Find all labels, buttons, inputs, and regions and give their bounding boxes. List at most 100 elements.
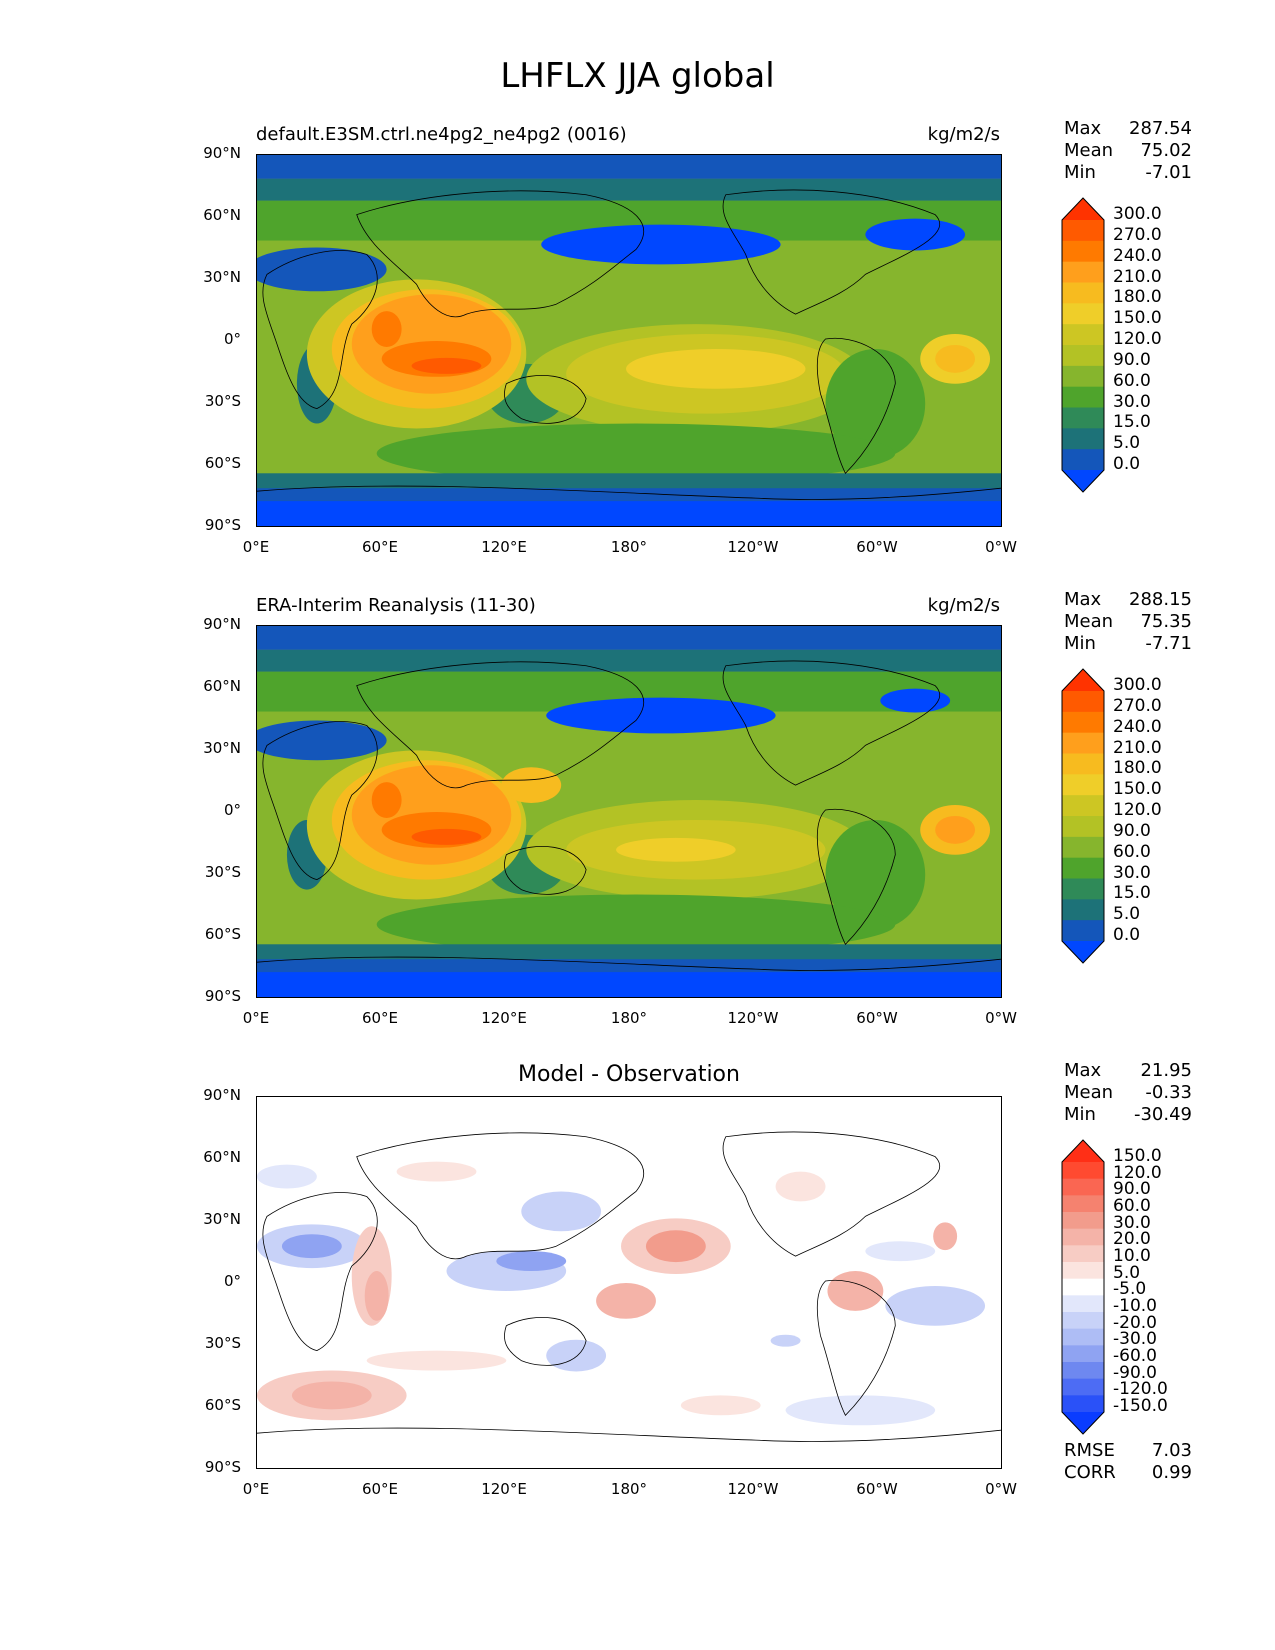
y-tick-label: 90°N bbox=[203, 615, 241, 633]
colorbar-segment bbox=[1062, 1162, 1104, 1180]
stat-mean: 75.35 bbox=[1140, 611, 1192, 632]
x-tick-label: 120°E bbox=[481, 538, 527, 556]
colorbar-segment bbox=[1062, 282, 1104, 304]
x-tick-label: 120°W bbox=[727, 538, 779, 556]
x-tick-label: 180° bbox=[610, 1480, 648, 1498]
colorbar-tick-label: 90.0 bbox=[1113, 349, 1151, 370]
colorbar-segment bbox=[1062, 220, 1104, 242]
colorbar-tick-label: 5.0 bbox=[1113, 904, 1141, 925]
colorbar-tick-label: 120.0 bbox=[1113, 800, 1162, 820]
colorbar-segment bbox=[1062, 920, 1104, 942]
x-tick-label: 60°E bbox=[361, 1009, 399, 1027]
colorbar-segment bbox=[1062, 1228, 1104, 1246]
colorbar-tick-label: -150.0 bbox=[1113, 1396, 1168, 1416]
colorbar-segment bbox=[1062, 303, 1104, 325]
panel-title: default.E3SM.ctrl.ne4pg2_ne4pg2 (0016) bbox=[256, 124, 627, 145]
colorbar bbox=[1060, 667, 1106, 965]
colorbar-bottom-extension bbox=[1062, 470, 1104, 492]
y-tick-label: 90°S bbox=[204, 516, 241, 534]
colorbar-tick-label: 180.0 bbox=[1113, 287, 1162, 308]
stat-label: Mean bbox=[1064, 1082, 1114, 1103]
y-tick-label: 30°S bbox=[204, 863, 241, 881]
y-tick-label: 60°S bbox=[204, 454, 241, 472]
colorbar-svg bbox=[1061, 668, 1105, 964]
x-tick-label: 60°W bbox=[856, 1480, 898, 1498]
colorbar-tick-label: 300.0 bbox=[1113, 204, 1162, 224]
colorbar-tick-label: 15.0 bbox=[1113, 412, 1151, 433]
panel-model: default.E3SM.ctrl.ne4pg2_ne4pg2 (0016) k… bbox=[0, 118, 1275, 588]
colorbar-tick-label: 150.0 bbox=[1113, 779, 1162, 800]
colorbar-tick-label: 180.0 bbox=[1113, 758, 1162, 779]
x-tick-label: 60°W bbox=[856, 1009, 898, 1027]
y-tick-label: 90°N bbox=[203, 1086, 241, 1104]
corr-label: CORR bbox=[1064, 1462, 1116, 1483]
colorbar-tick-label: 240.0 bbox=[1113, 245, 1162, 266]
x-tick-label: 60°E bbox=[361, 1480, 399, 1498]
colorbar-segment bbox=[1062, 878, 1104, 900]
y-tick-label: 60°S bbox=[204, 1396, 241, 1414]
colorbar-tick-label: 30.0 bbox=[1113, 391, 1151, 412]
colorbar-segment bbox=[1062, 1395, 1104, 1413]
colorbar-outline bbox=[1061, 1139, 1105, 1435]
colorbar-segment bbox=[1062, 1295, 1104, 1313]
y-tick-label: 60°N bbox=[203, 677, 241, 695]
x-tick-label: 0°E bbox=[242, 1009, 270, 1027]
colorbar-svg bbox=[1061, 1139, 1105, 1435]
colorbar-tick-label: 60.0 bbox=[1113, 370, 1151, 391]
colorbar bbox=[1060, 1138, 1106, 1436]
colorbar-tick-label: -10.0 bbox=[1113, 1296, 1157, 1316]
colorbar-tick-label: 270.0 bbox=[1113, 695, 1162, 716]
x-tick-label: 120°W bbox=[727, 1009, 779, 1027]
colorbar-tick-label: 10.0 bbox=[1113, 1246, 1151, 1266]
y-tick-label: 30°N bbox=[203, 739, 241, 757]
stat-min: -7.01 bbox=[1145, 162, 1192, 183]
panel-title: ERA-Interim Reanalysis (11-30) bbox=[256, 595, 536, 616]
colorbar-segment bbox=[1062, 1328, 1104, 1346]
colorbar-segment bbox=[1062, 816, 1104, 838]
stat-mean: -0.33 bbox=[1145, 1082, 1192, 1103]
x-tick-label: 120°W bbox=[727, 1480, 779, 1498]
y-tick-label: 60°S bbox=[204, 925, 241, 943]
y-tick-label: 0° bbox=[223, 1272, 241, 1290]
colorbar-tick-label: 270.0 bbox=[1113, 224, 1162, 245]
stat-min: -30.49 bbox=[1133, 1104, 1192, 1125]
colorbar-tick-label: 15.0 bbox=[1113, 883, 1151, 904]
map-plot[interactable] bbox=[256, 1096, 1002, 1469]
colorbar bbox=[1060, 196, 1106, 494]
colorbar-segment bbox=[1062, 1312, 1104, 1330]
y-tick-label: 30°S bbox=[204, 1334, 241, 1352]
y-tick-label: 90°N bbox=[203, 144, 241, 162]
stat-min: -7.71 bbox=[1145, 633, 1192, 654]
y-tick-label: 90°S bbox=[204, 1458, 241, 1476]
colorbar-tick-label: 0.0 bbox=[1113, 925, 1141, 945]
stat-label: Min bbox=[1064, 633, 1096, 654]
stat-label: Max bbox=[1064, 118, 1102, 139]
colorbar-segment bbox=[1062, 1262, 1104, 1280]
colorbar-segment bbox=[1062, 691, 1104, 713]
stat-max: 287.54 bbox=[1129, 118, 1192, 139]
stat-label: Max bbox=[1064, 1060, 1102, 1081]
colorbar-tick-label: -5.0 bbox=[1113, 1279, 1147, 1300]
colorbar-outline bbox=[1061, 197, 1105, 493]
colorbar-segment bbox=[1062, 899, 1104, 921]
stat-label: Max bbox=[1064, 589, 1102, 610]
colorbar-tick-label: 120.0 bbox=[1113, 329, 1162, 349]
x-tick-label: 120°E bbox=[481, 1480, 527, 1498]
colorbar-segment bbox=[1062, 407, 1104, 429]
map-field-model bbox=[257, 155, 1001, 526]
colorbar-segment bbox=[1062, 711, 1104, 734]
stat-max: 21.95 bbox=[1140, 1060, 1192, 1081]
colorbar-segment bbox=[1062, 857, 1104, 879]
colorbar-tick-label: 90.0 bbox=[1113, 820, 1151, 841]
colorbar-tick-label: 30.0 bbox=[1113, 1212, 1151, 1233]
colorbar-tick-label: 300.0 bbox=[1113, 675, 1162, 695]
colorbar-tick-label: 120.0 bbox=[1113, 1162, 1162, 1183]
corr-value: 0.99 bbox=[1151, 1462, 1192, 1483]
colorbar-bottom-extension bbox=[1062, 1412, 1104, 1434]
colorbar-tick-label: 60.0 bbox=[1113, 1196, 1151, 1216]
rmse-label: RMSE bbox=[1064, 1440, 1115, 1461]
colorbar-segment bbox=[1062, 240, 1104, 263]
colorbar-segment bbox=[1062, 1362, 1104, 1380]
map-plot[interactable] bbox=[256, 625, 1002, 998]
map-plot[interactable] bbox=[256, 154, 1002, 527]
